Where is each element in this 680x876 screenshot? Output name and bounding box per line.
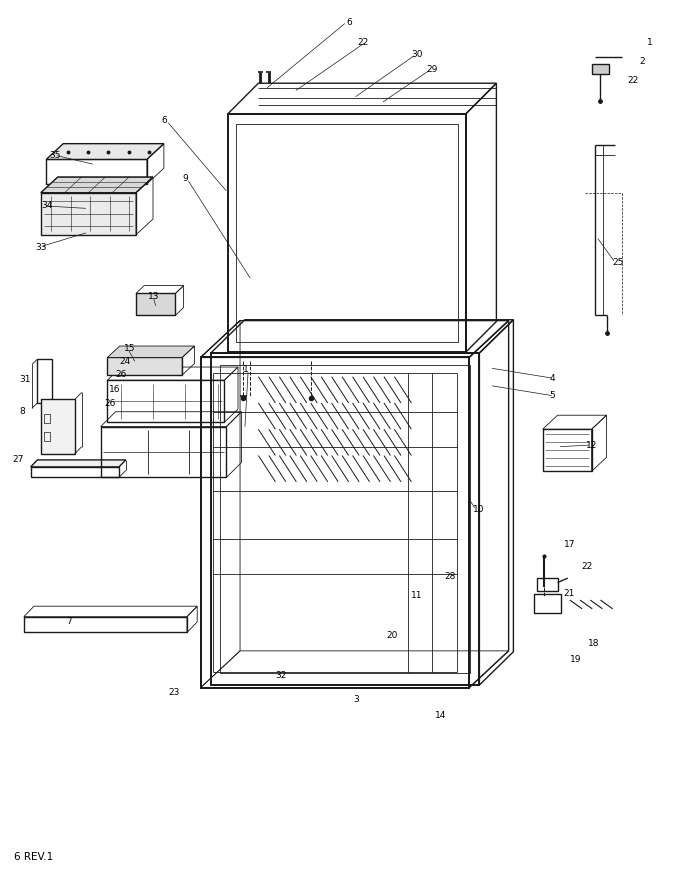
Text: 20: 20: [386, 632, 398, 640]
Text: 23: 23: [169, 688, 180, 696]
Bar: [44, 414, 50, 423]
Text: 28: 28: [444, 572, 456, 581]
Text: 34: 34: [41, 201, 52, 210]
Bar: [537, 578, 558, 591]
Text: 10: 10: [473, 505, 484, 514]
Polygon shape: [31, 460, 126, 467]
Text: 22: 22: [627, 76, 639, 85]
Text: 5: 5: [549, 392, 555, 400]
Text: 30: 30: [411, 50, 423, 59]
Polygon shape: [107, 346, 194, 357]
Text: 32: 32: [275, 671, 287, 680]
Text: 19: 19: [570, 655, 581, 664]
Text: 1: 1: [647, 38, 653, 46]
Text: 18: 18: [588, 639, 600, 648]
Text: 6: 6: [162, 117, 167, 125]
Text: 15: 15: [124, 344, 136, 353]
Text: 16: 16: [109, 385, 120, 394]
Text: 25: 25: [612, 258, 624, 267]
Text: 12: 12: [586, 441, 598, 449]
Text: 7: 7: [67, 618, 72, 626]
Polygon shape: [107, 357, 182, 375]
Text: 4: 4: [549, 374, 555, 383]
Text: 21: 21: [563, 590, 575, 598]
Text: 3: 3: [354, 695, 359, 703]
Text: 2: 2: [639, 57, 645, 66]
Text: 6: 6: [347, 18, 352, 27]
Text: 22: 22: [581, 562, 593, 571]
Text: 8: 8: [19, 407, 24, 416]
Text: 27: 27: [12, 455, 24, 463]
Text: 31: 31: [19, 375, 31, 384]
Text: 13: 13: [148, 292, 160, 300]
Polygon shape: [41, 193, 136, 235]
Bar: [592, 64, 609, 74]
Text: 22: 22: [357, 38, 369, 46]
Text: 33: 33: [35, 243, 47, 251]
Text: 1: 1: [243, 365, 249, 374]
Text: 11: 11: [411, 591, 423, 600]
Polygon shape: [41, 177, 153, 193]
Polygon shape: [46, 144, 164, 159]
Text: 24: 24: [120, 357, 131, 366]
Text: 35: 35: [50, 151, 61, 159]
Text: 14: 14: [435, 711, 447, 720]
Bar: [534, 594, 561, 613]
Text: 17: 17: [564, 540, 576, 549]
Text: 29: 29: [426, 65, 438, 74]
Text: 26: 26: [104, 399, 116, 408]
Text: 26: 26: [116, 370, 127, 378]
Polygon shape: [136, 293, 175, 315]
Bar: [37, 359, 52, 403]
Polygon shape: [41, 399, 75, 454]
Text: 6 REV.1: 6 REV.1: [14, 851, 53, 862]
Bar: [44, 432, 50, 441]
Text: 9: 9: [182, 174, 188, 183]
